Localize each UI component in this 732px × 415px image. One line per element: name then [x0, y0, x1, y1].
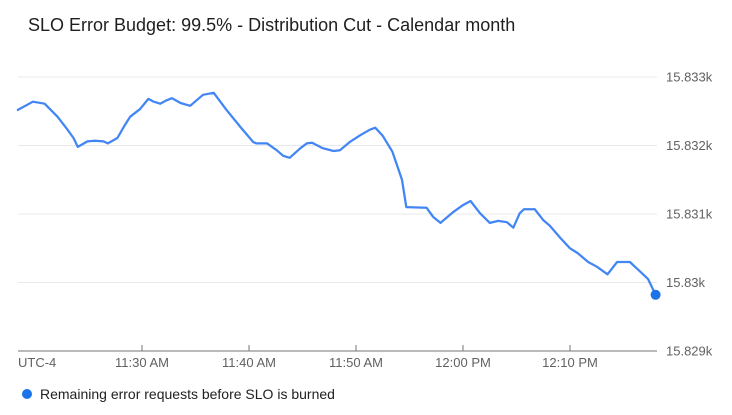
x-axis-ticks — [141, 345, 571, 351]
legend-marker-icon — [22, 389, 32, 399]
x-axis-tick-label: 12:10 PM — [542, 355, 598, 370]
y-axis-labels: 15.833k 15.832k 15.831k 15.83k 15.829k — [666, 70, 713, 359]
legend-label: Remaining error requests before SLO is b… — [40, 386, 335, 402]
series-line — [16, 91, 657, 296]
y-axis-tick-label: 15.829k — [666, 344, 713, 359]
x-axis-tick-label: 11:30 AM — [115, 355, 169, 370]
y-axis-tick-label: 15.83k — [666, 275, 706, 290]
x-axis-tick-label: 11:40 AM — [222, 355, 276, 370]
x-axis-labels: 11:30 AM 11:40 AM 11:50 AM 12:00 PM 12:10 PM — [115, 355, 598, 370]
y-axis-tick-label: 15.831k — [666, 207, 713, 222]
x-axis-tick-label: 12:00 PM — [435, 355, 491, 370]
x-axis-timezone-label: UTC-4 — [18, 355, 56, 370]
series-endpoint-marker — [650, 289, 661, 300]
chart-title: SLO Error Budget: 99.5% - Distribution C… — [28, 15, 516, 35]
legend-item[interactable]: Remaining error requests before SLO is b… — [22, 386, 335, 402]
x-axis-tick-label: 11:50 AM — [329, 355, 383, 370]
y-axis-tick-label: 15.833k — [666, 70, 713, 85]
gridlines — [18, 76, 657, 283]
y-axis-tick-label: 15.832k — [666, 138, 713, 153]
